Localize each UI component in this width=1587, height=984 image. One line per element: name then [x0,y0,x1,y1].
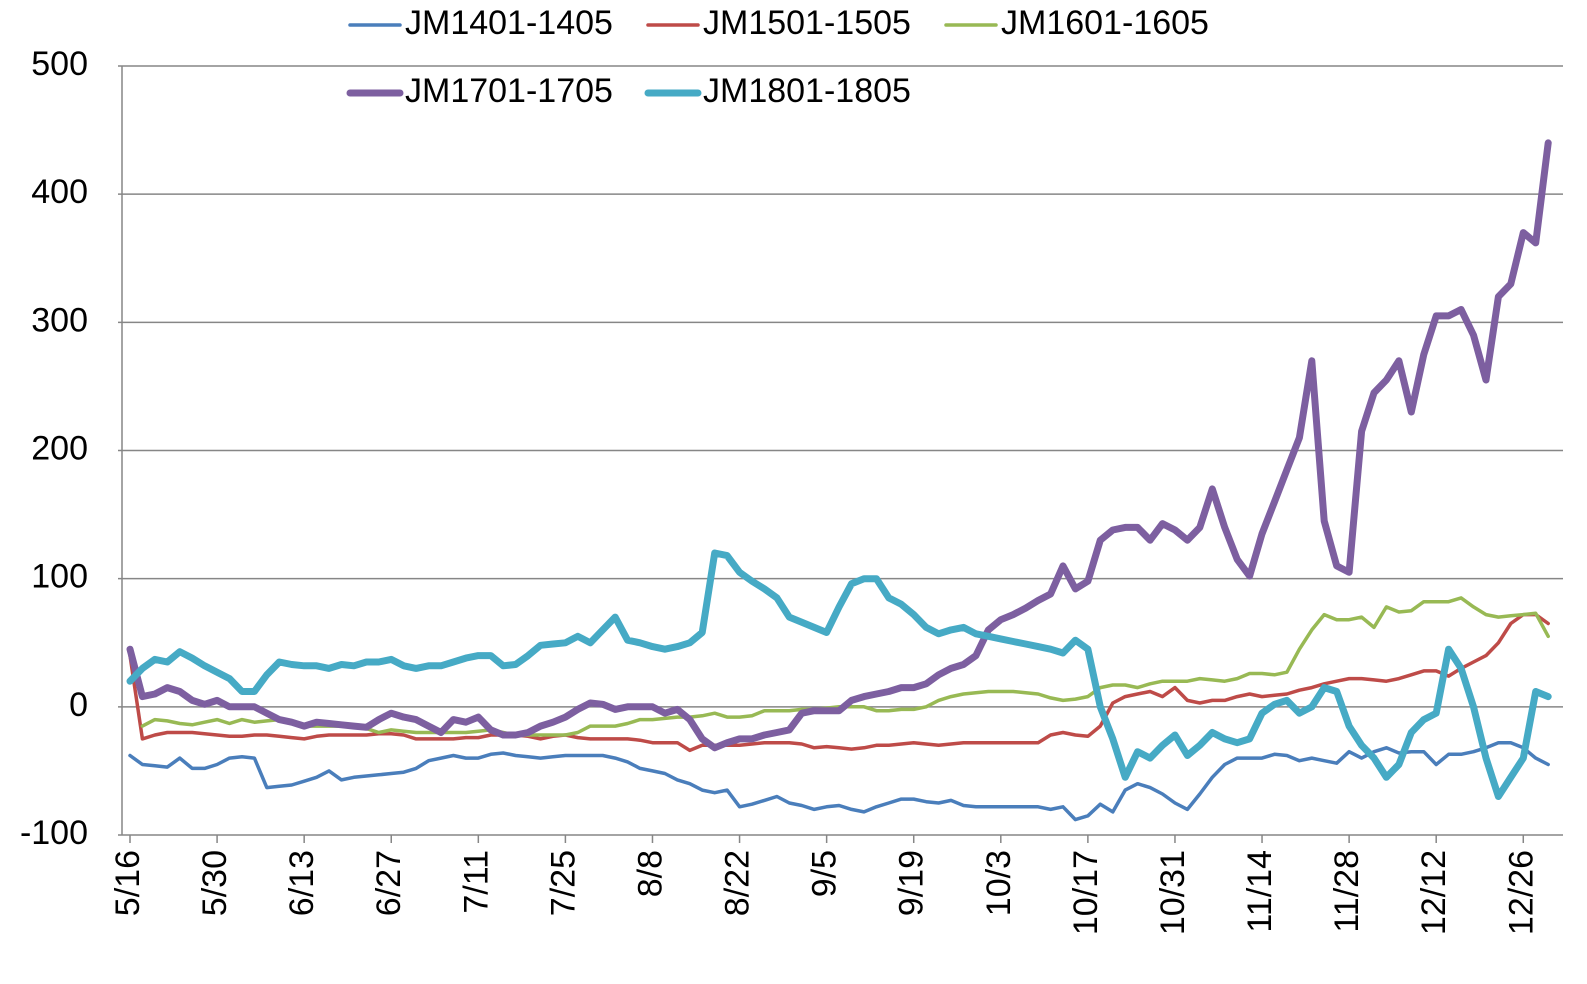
x-tick-label: 11/28 [1328,850,1366,933]
x-tick-label: 12/12 [1415,850,1453,935]
legend-label: JM1501-1505 [703,4,911,42]
y-tick-label: -100 [20,814,88,852]
x-tick-label: 9/5 [806,850,844,897]
y-tick-label: 300 [31,301,88,339]
x-tick-label: 9/19 [893,850,931,916]
legend-label: JM1701-1705 [405,72,613,110]
y-tick-label: 400 [31,173,88,211]
y-tick-label: 0 [69,686,88,724]
x-tick-label: 7/11 [457,850,495,914]
series-line [128,612,1550,753]
x-tick-label: 6/13 [283,850,321,916]
x-tick-label: 6/27 [370,850,408,916]
x-tick-label: 12/26 [1502,850,1540,935]
y-tick-label: 500 [31,45,88,83]
y-tick-label: 100 [31,558,88,596]
x-tick-label: 10/17 [1067,850,1105,935]
x-tick-label: 5/30 [196,850,234,916]
y-tick-label: 200 [31,429,88,467]
legend-label: JM1801-1805 [703,72,911,110]
series-line [128,740,1550,822]
legend-label: JM1401-1405 [405,4,613,42]
x-tick-label: 11/14 [1241,850,1279,933]
x-tick-label: 8/8 [631,850,669,897]
x-tick-label: 10/31 [1154,850,1192,935]
x-tick-label: 8/22 [719,850,757,916]
series-line [126,549,1552,800]
x-tick-label: 7/25 [544,850,582,916]
series-line [126,139,1552,752]
x-tick-label: 5/16 [109,850,147,916]
x-tick-label: 10/3 [980,850,1018,916]
legend-label: JM1601-1605 [1001,4,1209,42]
